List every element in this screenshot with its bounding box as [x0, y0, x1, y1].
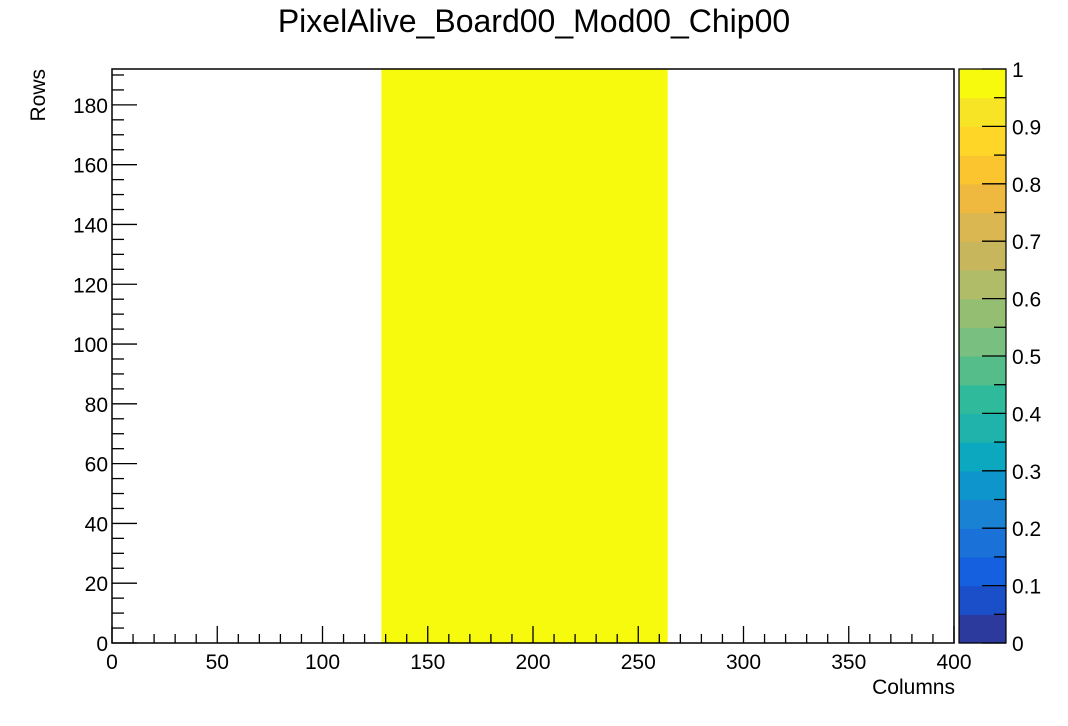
color-scale-segment — [959, 442, 1006, 472]
color-scale-label: 0.2 — [1012, 518, 1041, 541]
y-tick-label: 80 — [85, 394, 108, 417]
color-scale-label: 1 — [1012, 59, 1024, 82]
y-tick-label: 60 — [85, 454, 108, 477]
color-scale-label: 0.1 — [1012, 576, 1041, 599]
color-scale-bar: 0 0.1 0.2 0.3 0.4 0.5 0.6 0.7 0.8 0.9 1 — [958, 59, 1042, 656]
y-tick-label: 160 — [73, 155, 108, 178]
color-scale-segment — [959, 327, 1006, 357]
x-tick-label: 50 — [206, 651, 229, 674]
color-scale-segment — [959, 269, 1006, 300]
y-tick-label: 180 — [73, 95, 108, 118]
color-scale-segment — [959, 97, 1006, 127]
color-scale-segment — [959, 614, 1006, 644]
heatmap-cells — [381, 69, 668, 643]
heatmap-cell — [381, 69, 668, 643]
color-scale-label: 0.7 — [1012, 231, 1041, 254]
y-tick-label: 100 — [73, 334, 108, 357]
color-scale-label: 0.9 — [1012, 116, 1041, 139]
x-tick-label: 150 — [410, 651, 445, 674]
color-scale-segment — [959, 556, 1006, 587]
x-tick-label: 350 — [831, 651, 866, 674]
color-scale-label: 0 — [1012, 633, 1024, 656]
x-axis-label: Columns — [872, 676, 955, 699]
x-tick-label: 200 — [515, 651, 550, 674]
color-scale-label: 0.5 — [1012, 346, 1041, 369]
y-tick-label: 140 — [73, 214, 108, 237]
y-tick-label: 120 — [73, 274, 108, 297]
x-tick-label: 300 — [726, 651, 761, 674]
y-axis: 0 20 40 60 80 100 120 140 160 180 — [73, 74, 137, 656]
y-axis-label: Rows — [27, 69, 50, 122]
color-scale-segment — [959, 499, 1006, 529]
color-scale-segment — [959, 413, 1006, 443]
color-scale-segment — [959, 585, 1006, 615]
color-scale-segment — [959, 470, 1006, 501]
color-scale-segment — [959, 241, 1006, 271]
color-scale-segment — [959, 183, 1006, 214]
color-scale-segment — [959, 298, 1006, 328]
y-tick-label: 20 — [85, 573, 108, 596]
color-scale-segment — [959, 528, 1006, 558]
color-scale-segment — [959, 155, 1006, 185]
color-scale-segment — [959, 384, 1006, 414]
color-scale-segment — [959, 356, 1006, 386]
color-scale-label: 0.6 — [1012, 289, 1041, 312]
color-scale-segment — [959, 69, 1006, 99]
color-scale-segment — [959, 212, 1006, 242]
x-tick-label: 100 — [305, 651, 340, 674]
color-scale-label: 0.8 — [1012, 174, 1041, 197]
x-tick-label: 0 — [106, 651, 118, 674]
y-tick-label: 0 — [96, 633, 108, 656]
y-tick-label: 40 — [85, 513, 108, 536]
color-scale-label: 0.4 — [1012, 403, 1042, 426]
x-tick-label: 250 — [621, 651, 656, 674]
x-axis: 0 50 100 150 200 250 300 350 400 — [106, 626, 972, 674]
chart-title: PixelAlive_Board00_Mod00_Chip00 — [278, 3, 790, 39]
color-scale-segment — [959, 126, 1006, 156]
x-tick-label: 400 — [936, 651, 971, 674]
color-scale-label: 0.3 — [1012, 461, 1041, 484]
